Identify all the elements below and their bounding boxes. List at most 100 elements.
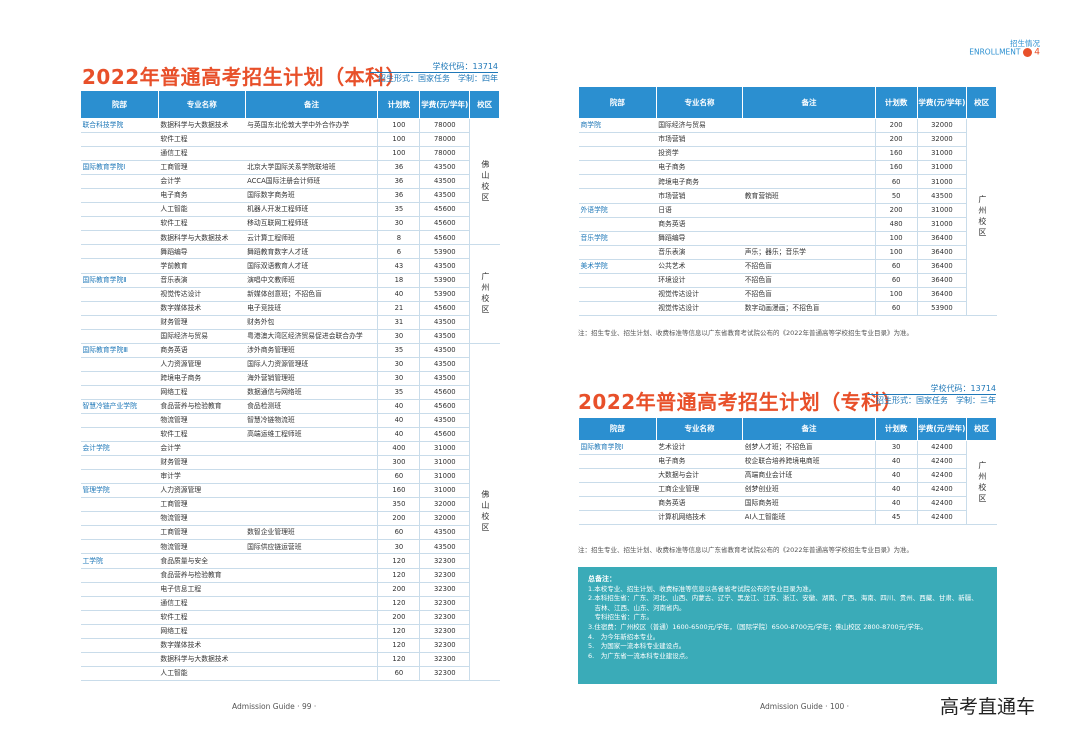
college bbox=[578, 132, 657, 148]
major: 电子信息工程 bbox=[158, 582, 246, 597]
plan-count: 160 bbox=[377, 483, 420, 499]
remark bbox=[742, 202, 876, 218]
plan-count: 200 bbox=[874, 132, 918, 148]
header-cell: 院部 bbox=[578, 86, 657, 119]
plan-count: 350 bbox=[377, 497, 420, 513]
tuition: 43500 bbox=[419, 160, 470, 176]
college bbox=[80, 357, 159, 372]
tuition: 43500 bbox=[419, 357, 470, 372]
college bbox=[578, 245, 657, 260]
table-row: 国际经济与贸易 粤港澳大湾区经济贸易促进会联合办学 30 43500 bbox=[80, 329, 500, 344]
major: 物流管理 bbox=[158, 511, 246, 527]
college bbox=[80, 624, 159, 639]
remark bbox=[245, 582, 378, 597]
remark bbox=[245, 568, 378, 583]
tuition: 45600 bbox=[419, 216, 470, 232]
campus: 广州校区 bbox=[469, 244, 500, 344]
remark: 海外营销管理班 bbox=[245, 371, 378, 386]
table-row: 环境设计 不招色盲 60 36400 bbox=[578, 273, 997, 289]
table-row: 大数据与会计 高端商业会计班 40 42400 bbox=[578, 468, 997, 483]
major: 软件工程 bbox=[158, 132, 246, 148]
college bbox=[80, 652, 159, 667]
plan-count: 100 bbox=[874, 230, 918, 246]
table-row: 财务管理 财务外包 31 43500 bbox=[80, 315, 500, 330]
header-cell: 计划数 bbox=[377, 90, 421, 119]
header-cell: 学费(元/学年) bbox=[419, 90, 471, 119]
college bbox=[578, 482, 657, 497]
remark: 演唱中文教师班 bbox=[245, 272, 378, 288]
college: 智慧冷链产业学院 bbox=[80, 398, 159, 414]
table-row: 跨境电子商务 60 31000 bbox=[578, 174, 997, 190]
plan-count: 30 bbox=[377, 539, 420, 555]
major: 人力资源管理 bbox=[158, 483, 246, 499]
tuition: 32300 bbox=[419, 553, 470, 569]
table-row: 电子商务 校企联合培养跨境电商班 40 42400 bbox=[578, 454, 997, 469]
major: 物流管理 bbox=[158, 413, 246, 429]
campus: 佛山校区 bbox=[469, 342, 500, 681]
table-row: 软件工程 200 32300 bbox=[80, 610, 500, 625]
major: 商务英语 bbox=[656, 496, 743, 511]
major: 投资学 bbox=[656, 146, 743, 162]
table-row: 舞蹈编导 舞蹈教育数字人才班 6 53900 广州校区 bbox=[80, 244, 500, 344]
tuition: 53900 bbox=[916, 301, 967, 317]
tuition: 53900 bbox=[419, 287, 470, 302]
school-code: 学校代码：13714 bbox=[868, 383, 996, 395]
watermark: 高考直通车 bbox=[940, 696, 1036, 718]
table-row: 人工智能 60 32300 bbox=[80, 666, 500, 681]
college bbox=[80, 596, 159, 611]
college bbox=[80, 413, 159, 429]
plan-count: 36 bbox=[377, 160, 420, 176]
major: 软件工程 bbox=[158, 610, 246, 625]
remark: 数智企业管理班 bbox=[245, 525, 378, 541]
major: 会计学 bbox=[158, 174, 246, 190]
tuition: 45600 bbox=[419, 301, 470, 316]
table-row: 市场营销 200 32000 bbox=[578, 132, 997, 148]
table-row: 商务英语 480 31000 bbox=[578, 217, 997, 232]
page-number: 4 bbox=[1034, 47, 1040, 58]
college bbox=[80, 582, 159, 597]
tuition: 78000 bbox=[419, 132, 470, 148]
table-row: 视觉传达设计 不招色盲 100 36400 bbox=[578, 287, 997, 303]
tuition: 43500 bbox=[419, 329, 470, 344]
table-row: 通信工程 120 32300 bbox=[80, 596, 500, 611]
plan-count: 30 bbox=[874, 440, 918, 455]
remark: 国际供应链运营班 bbox=[245, 539, 378, 555]
college: 国际教育学院Ⅱ bbox=[80, 272, 159, 288]
header-cell: 备注 bbox=[742, 417, 876, 441]
plan-count: 60 bbox=[874, 301, 918, 317]
remark: 创梦创业班 bbox=[742, 482, 876, 497]
plan-count: 40 bbox=[874, 468, 918, 483]
table-row: 工学院 食品质量与安全 120 32300 bbox=[80, 553, 500, 569]
table-row: 网络工程 数据通信与网络班 35 45600 bbox=[80, 385, 500, 400]
major: 财务管理 bbox=[158, 315, 246, 330]
tuition: 45600 bbox=[419, 398, 470, 414]
remark: 国际商务班 bbox=[742, 496, 876, 511]
major: 舞蹈编导 bbox=[656, 230, 743, 246]
college bbox=[80, 301, 159, 316]
title: 2022年普通高考招生计划（本科） bbox=[82, 65, 407, 89]
tuition: 32000 bbox=[419, 511, 470, 527]
major: 食品营养与检验教育 bbox=[158, 398, 246, 414]
tuition: 31000 bbox=[916, 160, 967, 176]
college bbox=[80, 427, 159, 443]
plan-count: 300 bbox=[377, 455, 420, 471]
plan-count: 120 bbox=[377, 568, 420, 583]
plan-table: 院部 专业名称 备注 计划数 学费(元/学年) 校区 商学院 国际经济与贸易 200 32000 广… bbox=[578, 86, 997, 317]
tuition: 36400 bbox=[916, 258, 967, 275]
tuition: 43500 bbox=[419, 174, 470, 190]
remark: 数字动画漫画；不招色盲 bbox=[742, 301, 876, 317]
college: 外语学院 bbox=[578, 202, 657, 218]
table-row: 物流管理 智慧冷链物流班 40 43500 bbox=[80, 413, 500, 429]
summary-title: 总备注： bbox=[588, 575, 616, 583]
school-code: 学校代码：13714 bbox=[370, 61, 498, 73]
college bbox=[80, 638, 159, 653]
major: 音乐表演 bbox=[158, 272, 246, 288]
remark: 舞蹈教育数字人才班 bbox=[245, 244, 378, 260]
tuition: 31000 bbox=[916, 217, 967, 232]
plan-count: 31 bbox=[377, 315, 420, 330]
summary-box: 总备注： 1.本校专业、招生计划、收费标准等信息以各省省考试院公布的专业目录为准… bbox=[578, 567, 997, 684]
tuition: 31000 bbox=[419, 455, 470, 471]
plan-count: 160 bbox=[874, 160, 918, 176]
college bbox=[80, 511, 159, 527]
tuition: 32300 bbox=[419, 624, 470, 639]
